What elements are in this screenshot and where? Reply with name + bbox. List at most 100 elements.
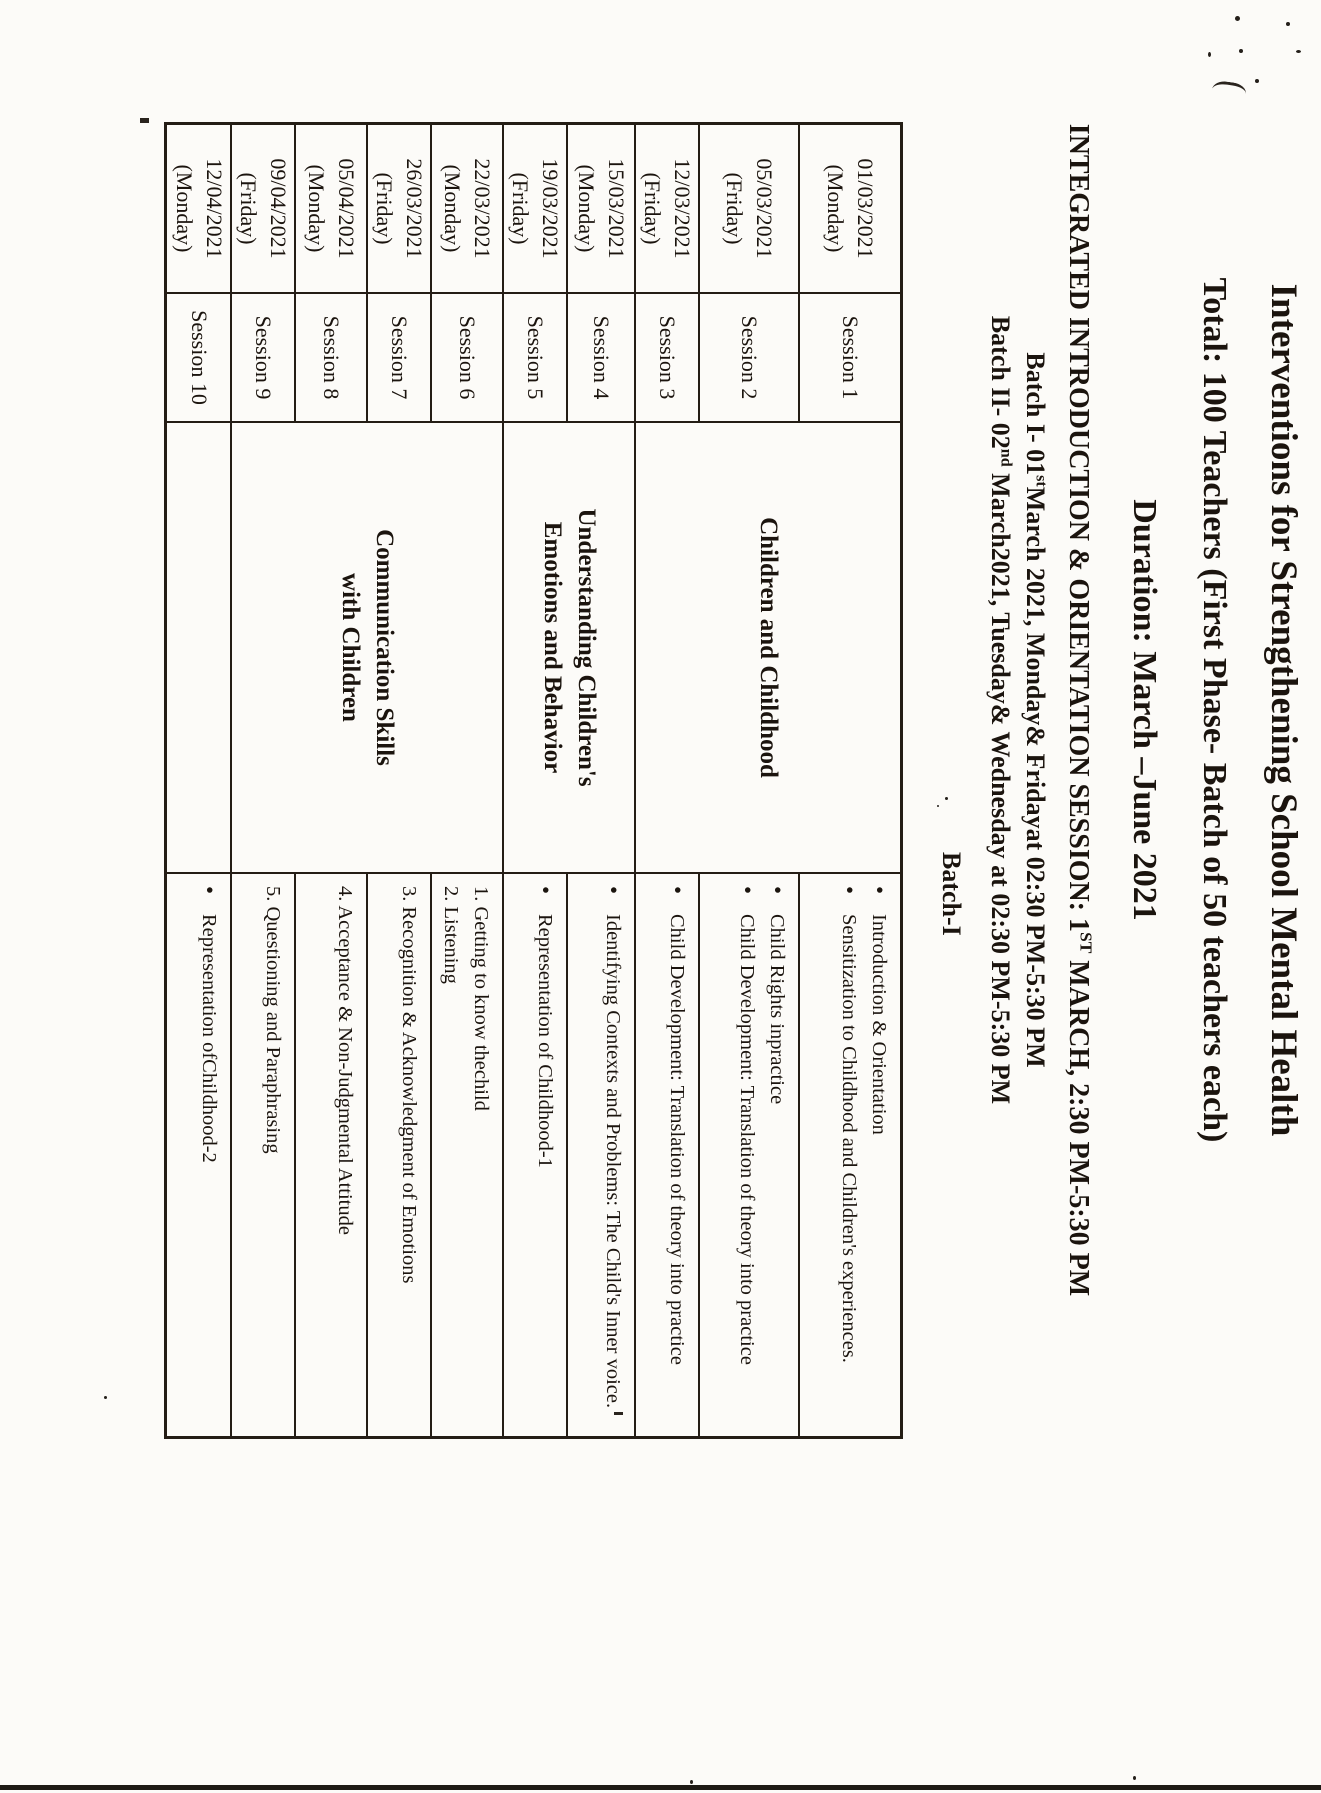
- numbered-list: 4. Acceptance & Non-Judgmental Attitude: [331, 886, 361, 1298]
- session-cell: Session 8: [295, 293, 368, 422]
- title-duration: Duration: March –June 2021: [1126, 499, 1163, 921]
- numbered-list: 5. Questioning and Paraphrasing: [259, 886, 289, 1298]
- title-batch1-post: March 2021, Monday& Fridayat 02:30 PM-5:…: [1021, 486, 1050, 1068]
- topic-cell: Communication Skills with Children: [231, 422, 504, 873]
- date-cell: 01/03/2021 (Monday): [799, 123, 902, 293]
- date-text: 01/03/2021: [853, 158, 879, 259]
- day-text: (Friday): [236, 172, 262, 245]
- date-cell: 26/03/2021 (Friday): [367, 123, 432, 293]
- date-cell: 15/03/2021 (Monday): [567, 123, 636, 293]
- batch-section-label: Batch-I: [937, 852, 966, 936]
- title-batch1-pre: Batch I- 01: [1021, 352, 1050, 476]
- title-batch2-schedule: Batch II- 02nd March2021, Tuesday& Wedne…: [983, 0, 1018, 1420]
- bullet-icon: •: [533, 886, 559, 895]
- details-cell: 3. Recognition & Acknowledgment of Emoti…: [367, 873, 432, 1438]
- session-cell: Session 5: [503, 293, 568, 422]
- numbered-list: 1. Getting to know thechild 2. Listening: [437, 886, 497, 1298]
- title-orientation-post: MARCH, 2:30 PM-5:30 PM: [1063, 953, 1094, 1297]
- details-cell: • Identifying Contexts and Problems: The …: [567, 873, 636, 1438]
- date-text: 19/03/2021: [538, 158, 564, 259]
- date-cell: 12/04/2021 (Monday): [165, 123, 232, 293]
- date-text: 12/03/2021: [670, 158, 696, 259]
- day-text: (Monday): [823, 164, 849, 253]
- scan-speck: [945, 797, 948, 800]
- scan-speck: [1133, 1776, 1136, 1780]
- scan-speck: [614, 1412, 623, 1415]
- scan-speck: [937, 805, 939, 807]
- detail-item: 3. Recognition & Acknowledgment of Emoti…: [398, 886, 421, 1284]
- detail-item: 2. Listening: [440, 886, 463, 984]
- date-text: 15/03/2021: [604, 158, 630, 259]
- session-cell: Session 4: [567, 293, 636, 422]
- detail-item: • Child Development: Translation of theor…: [663, 886, 693, 1432]
- session-cell: Session 10: [165, 293, 232, 422]
- detail-item: 5. Questioning and Paraphrasing: [262, 886, 285, 1154]
- topic-cell: Children and Childhood: [635, 422, 902, 873]
- detail-text: Representation ofChildhood-2: [198, 914, 221, 1163]
- detail-item: • Representation of Childhood-1: [531, 886, 561, 1432]
- date-text: 12/04/2021: [201, 158, 227, 259]
- session-cell: Session 6: [431, 293, 504, 422]
- details-cell: 4. Acceptance & Non-Judgmental Attitude: [295, 873, 368, 1438]
- detail-item: • Identifying Contexts and Problems: The …: [599, 886, 629, 1432]
- numbered-list: 3. Recognition & Acknowledgment of Emoti…: [395, 886, 425, 1298]
- date-cell: 05/03/2021 (Friday): [699, 123, 800, 293]
- scan-bottom-edge: [0, 1785, 1321, 1790]
- title-orientation-sup: ST: [1076, 932, 1096, 954]
- day-text: (Friday): [722, 172, 748, 245]
- detail-text: Introduction & Orientation: [868, 914, 890, 1135]
- detail-item: • Child Rights inpractice: [763, 886, 793, 1432]
- bullet-icon: •: [867, 886, 892, 895]
- scan-speck: [104, 1396, 107, 1399]
- topic-cell: Understanding Children's Emotions and Be…: [503, 422, 636, 873]
- topic-text: Children and Childhood: [755, 517, 783, 778]
- detail-text: Representation of Childhood-1: [534, 914, 557, 1168]
- detail-item: 4. Acceptance & Non-Judgmental Attitude: [334, 886, 357, 1235]
- title-orientation-pre: INTEGRATED INTRODUCTION & ORIENTATION SE…: [1063, 123, 1094, 933]
- detail-item: • Introduction & Orientation: [864, 886, 894, 1432]
- scan-speck: [140, 118, 149, 123]
- bullet-icon: •: [837, 886, 862, 895]
- date-cell: 05/04/2021 (Monday): [295, 123, 368, 293]
- table-row: 12/04/2021 (Monday) Session 10 • Represen…: [165, 123, 232, 1438]
- session-cell: Session 1: [799, 293, 902, 422]
- details-cell: • Representation ofChildhood-2: [165, 873, 232, 1438]
- session-cell: Session 2: [699, 293, 800, 422]
- day-text: (Monday): [574, 164, 600, 253]
- detail-text: Child Rights inpractice: [766, 914, 789, 1105]
- date-text: 05/04/2021: [334, 158, 360, 259]
- detail-text: Sensitization to Childhood and Children'…: [838, 914, 860, 1363]
- date-cell: 09/04/2021 (Friday): [231, 123, 296, 293]
- day-text: (Friday): [640, 172, 666, 245]
- session-cell: Session 3: [635, 293, 700, 422]
- details-cell: 5. Questioning and Paraphrasing: [231, 873, 296, 1438]
- session-cell: Session 7: [367, 293, 432, 422]
- scan-speck: [1239, 49, 1243, 53]
- date-cell: 12/03/2021 (Friday): [635, 123, 700, 293]
- details-cell: • Introduction & Orientation • Sensitizati…: [799, 873, 902, 1438]
- detail-item: • Child Development: Translation of theor…: [733, 886, 763, 1432]
- detail-item: • Sensitization to Childhood and Children…: [834, 886, 864, 1432]
- day-text: (Friday): [372, 172, 398, 245]
- title-main: Interventions for Strengthening School M…: [1263, 283, 1304, 1137]
- date-text: 26/03/2021: [402, 158, 428, 259]
- schedule-table: 01/03/2021 (Monday) Session 1 Children a…: [164, 122, 903, 1439]
- detail-text: Child Development: Translation of theory…: [666, 914, 689, 1365]
- detail-item: 1. Getting to know thechild: [470, 886, 493, 1111]
- bullet-icon: •: [665, 886, 691, 895]
- details-cell: • Representation of Childhood-1: [503, 873, 568, 1438]
- title-batch2-post: March2021, Tuesday& Wednesday at 02:30 P…: [986, 466, 1015, 1105]
- bullet-icon: •: [735, 886, 761, 895]
- details-cell: 1. Getting to know thechild 2. Listening: [431, 873, 504, 1438]
- bullet-icon: •: [765, 886, 791, 895]
- detail-text: Identifying Contexts and Problems: The C…: [602, 914, 625, 1409]
- table-row: 22/03/2021 (Monday) Session 6 Communicat…: [231, 123, 504, 1438]
- topic-cell-empty: [165, 422, 232, 873]
- session-cell: Session 9: [231, 293, 296, 422]
- table-row: 15/03/2021 (Monday) Session 4 Understand…: [503, 123, 636, 1438]
- day-text: (Monday): [304, 164, 330, 253]
- scan-speck: [690, 1780, 693, 1784]
- date-text: 09/04/2021: [266, 158, 292, 259]
- details-cell: • Child Rights inpractice • Child Developm…: [699, 873, 800, 1438]
- topic-text: Communication Skills with Children: [337, 529, 399, 766]
